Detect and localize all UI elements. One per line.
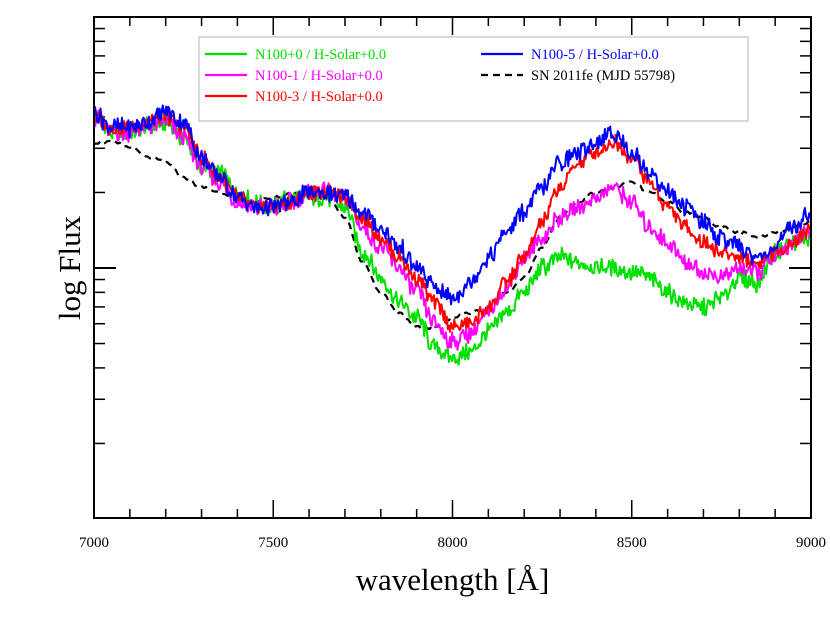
series-line bbox=[93, 109, 812, 351]
y-axis-title: log Flux bbox=[52, 215, 87, 320]
legend-label: SN 2011fe (MJD 55798) bbox=[531, 68, 675, 84]
legend-label: N100-3 / H-Solar+0.0 bbox=[255, 89, 383, 105]
x-tick-label: 8000 bbox=[438, 535, 468, 551]
legend-label: N100+0 / H-Solar+0.0 bbox=[255, 47, 386, 63]
x-axis-title: wavelength [Å] bbox=[356, 562, 550, 597]
x-tick-label: 8500 bbox=[617, 535, 647, 551]
series-line bbox=[93, 104, 812, 306]
series-line bbox=[93, 139, 811, 331]
x-tick-label: 9000 bbox=[796, 535, 826, 551]
y-axis-ticks bbox=[94, 16, 811, 445]
x-tick-labels: 7000 7500 8000 8500 9000 bbox=[79, 535, 826, 551]
series-line bbox=[93, 109, 812, 333]
minor-ticks bbox=[129, 17, 776, 518]
x-tick-label: 7500 bbox=[258, 535, 288, 551]
legend-box bbox=[198, 36, 749, 122]
legend: N100+0 / H-Solar+0.0 N100-1 / H-Solar+0.0… bbox=[198, 36, 749, 122]
legend-label: N100-1 / H-Solar+0.0 bbox=[255, 68, 383, 84]
x-tick-label: 7000 bbox=[79, 535, 109, 551]
series-lines bbox=[93, 104, 812, 366]
plot-frame bbox=[93, 16, 812, 519]
legend-label: N100-5 / H-Solar+0.0 bbox=[531, 47, 659, 63]
